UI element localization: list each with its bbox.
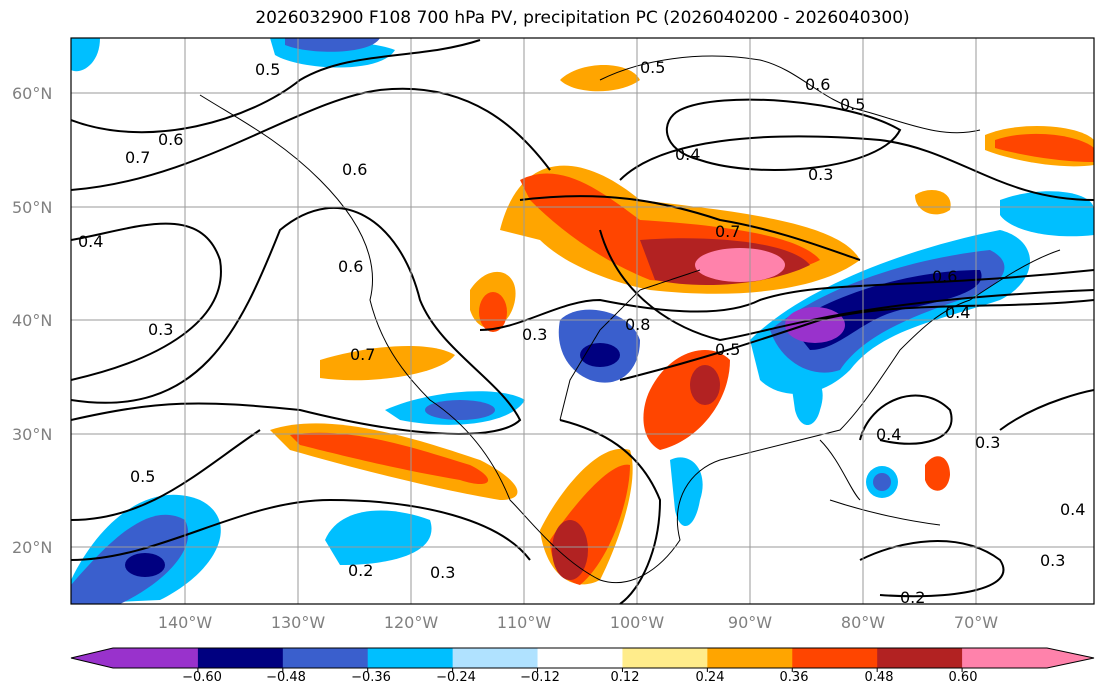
lon-label: 70°W: [954, 613, 998, 632]
lat-label: 40°N: [12, 311, 52, 330]
lat-label: 50°N: [12, 198, 52, 217]
lon-label: 130°W: [271, 613, 326, 632]
map-frame: [70, 37, 1095, 605]
lon-label: 120°W: [384, 613, 439, 632]
colorbar-segment: [877, 648, 963, 668]
contour-label: 0.6: [158, 130, 183, 149]
colorbar-segment: [367, 648, 454, 668]
contour-label: 0.6: [338, 257, 363, 276]
colorbar-tick-label: 0.24: [696, 670, 725, 685]
lon-label: 100°W: [610, 613, 665, 632]
colorbar-segment: [113, 648, 199, 668]
precip-shading: [71, 38, 1094, 604]
contour-label: 0.6: [805, 75, 830, 94]
colorbar-segment: [622, 648, 708, 668]
contour-label: 0.2: [900, 588, 925, 607]
colorbar-labels: −0.60 −0.48 −0.36 −0.24 −0.12 0.12 0.24 …: [182, 670, 977, 685]
lon-label: 90°W: [728, 613, 772, 632]
contour-label: 0.4: [78, 232, 103, 251]
contour-label: 0.3: [430, 563, 455, 582]
colorbar-segment: [452, 648, 539, 668]
contour-label: 0.3: [1040, 551, 1065, 570]
colorbar-segment: [282, 648, 369, 668]
colorbar-tick-label: 0.60: [949, 670, 978, 685]
colorbar-tick-label: −0.60: [182, 670, 222, 685]
lat-label: 30°N: [12, 425, 52, 444]
lon-label: 80°W: [841, 613, 885, 632]
contour-label: 0.5: [255, 60, 280, 79]
lat-label: 20°N: [12, 538, 52, 557]
lon-label: 140°W: [158, 613, 213, 632]
colorbar-tick-label: −0.24: [436, 670, 476, 685]
map-area: 0.5 0.5 0.6 0.5 0.7 0.6 0.6 0.4 0.3 0.4 …: [71, 38, 1094, 607]
contour-label: 0.6: [342, 160, 367, 179]
contour-label: 0.2: [348, 561, 373, 580]
coastlines: [199, 55, 1061, 584]
contour-label: 0.7: [350, 345, 375, 364]
contour-label: 0.7: [715, 222, 740, 241]
colorbar-segment: [707, 648, 793, 668]
colorbar-segment: [197, 648, 284, 668]
contour-label: 0.4: [675, 145, 700, 164]
contour-label: 0.6: [932, 267, 957, 286]
contour-label: 0.5: [840, 95, 865, 114]
colorbar-tick-label: −0.48: [266, 670, 306, 685]
contour-label: 0.3: [808, 165, 833, 184]
contour-labels: 0.5 0.5 0.6 0.5 0.7 0.6 0.6 0.4 0.3 0.4 …: [78, 58, 1085, 607]
lat-label: 60°N: [12, 84, 52, 103]
colorbar-tick-label: −0.36: [351, 670, 391, 685]
lon-label: 110°W: [497, 613, 552, 632]
colorbar-segment: [537, 648, 623, 668]
contour-label: 0.3: [148, 320, 173, 339]
contour-label: 0.8: [625, 315, 650, 334]
contour-label: 0.7: [125, 148, 150, 167]
colorbar-tick-label: −0.12: [520, 670, 560, 685]
gridlines: [71, 38, 1094, 604]
contour-label: 0.5: [640, 58, 665, 77]
contour-label: 0.4: [876, 425, 901, 444]
colorbar-segment: [792, 648, 878, 668]
colorbar-tick-label: 0.36: [780, 670, 809, 685]
lon-axis-labels: 140°W 130°W 120°W 110°W 100°W 90°W 80°W …: [158, 613, 998, 632]
colorbar-extend-low: [71, 648, 113, 668]
colorbar-tick-label: 0.12: [611, 670, 640, 685]
colorbar-extend-high: [1047, 648, 1094, 668]
lat-axis-labels: 60°N 50°N 40°N 30°N 20°N: [12, 84, 52, 557]
colorbar-segment: [962, 648, 1048, 668]
contour-label: 0.3: [975, 433, 1000, 452]
contour-label: 0.3: [522, 325, 547, 344]
contour-label: 0.5: [715, 340, 740, 359]
chart-title: 2026032900 F108 700 hPa PV, precipitatio…: [255, 8, 910, 28]
contour-label: 0.4: [945, 303, 970, 322]
colorbar: [70, 647, 1095, 672]
contour-label: 0.4: [1060, 500, 1085, 519]
colorbar-outline: [70, 647, 1095, 669]
contour-label: 0.5: [130, 467, 155, 486]
colorbar-tick-label: 0.48: [865, 670, 894, 685]
